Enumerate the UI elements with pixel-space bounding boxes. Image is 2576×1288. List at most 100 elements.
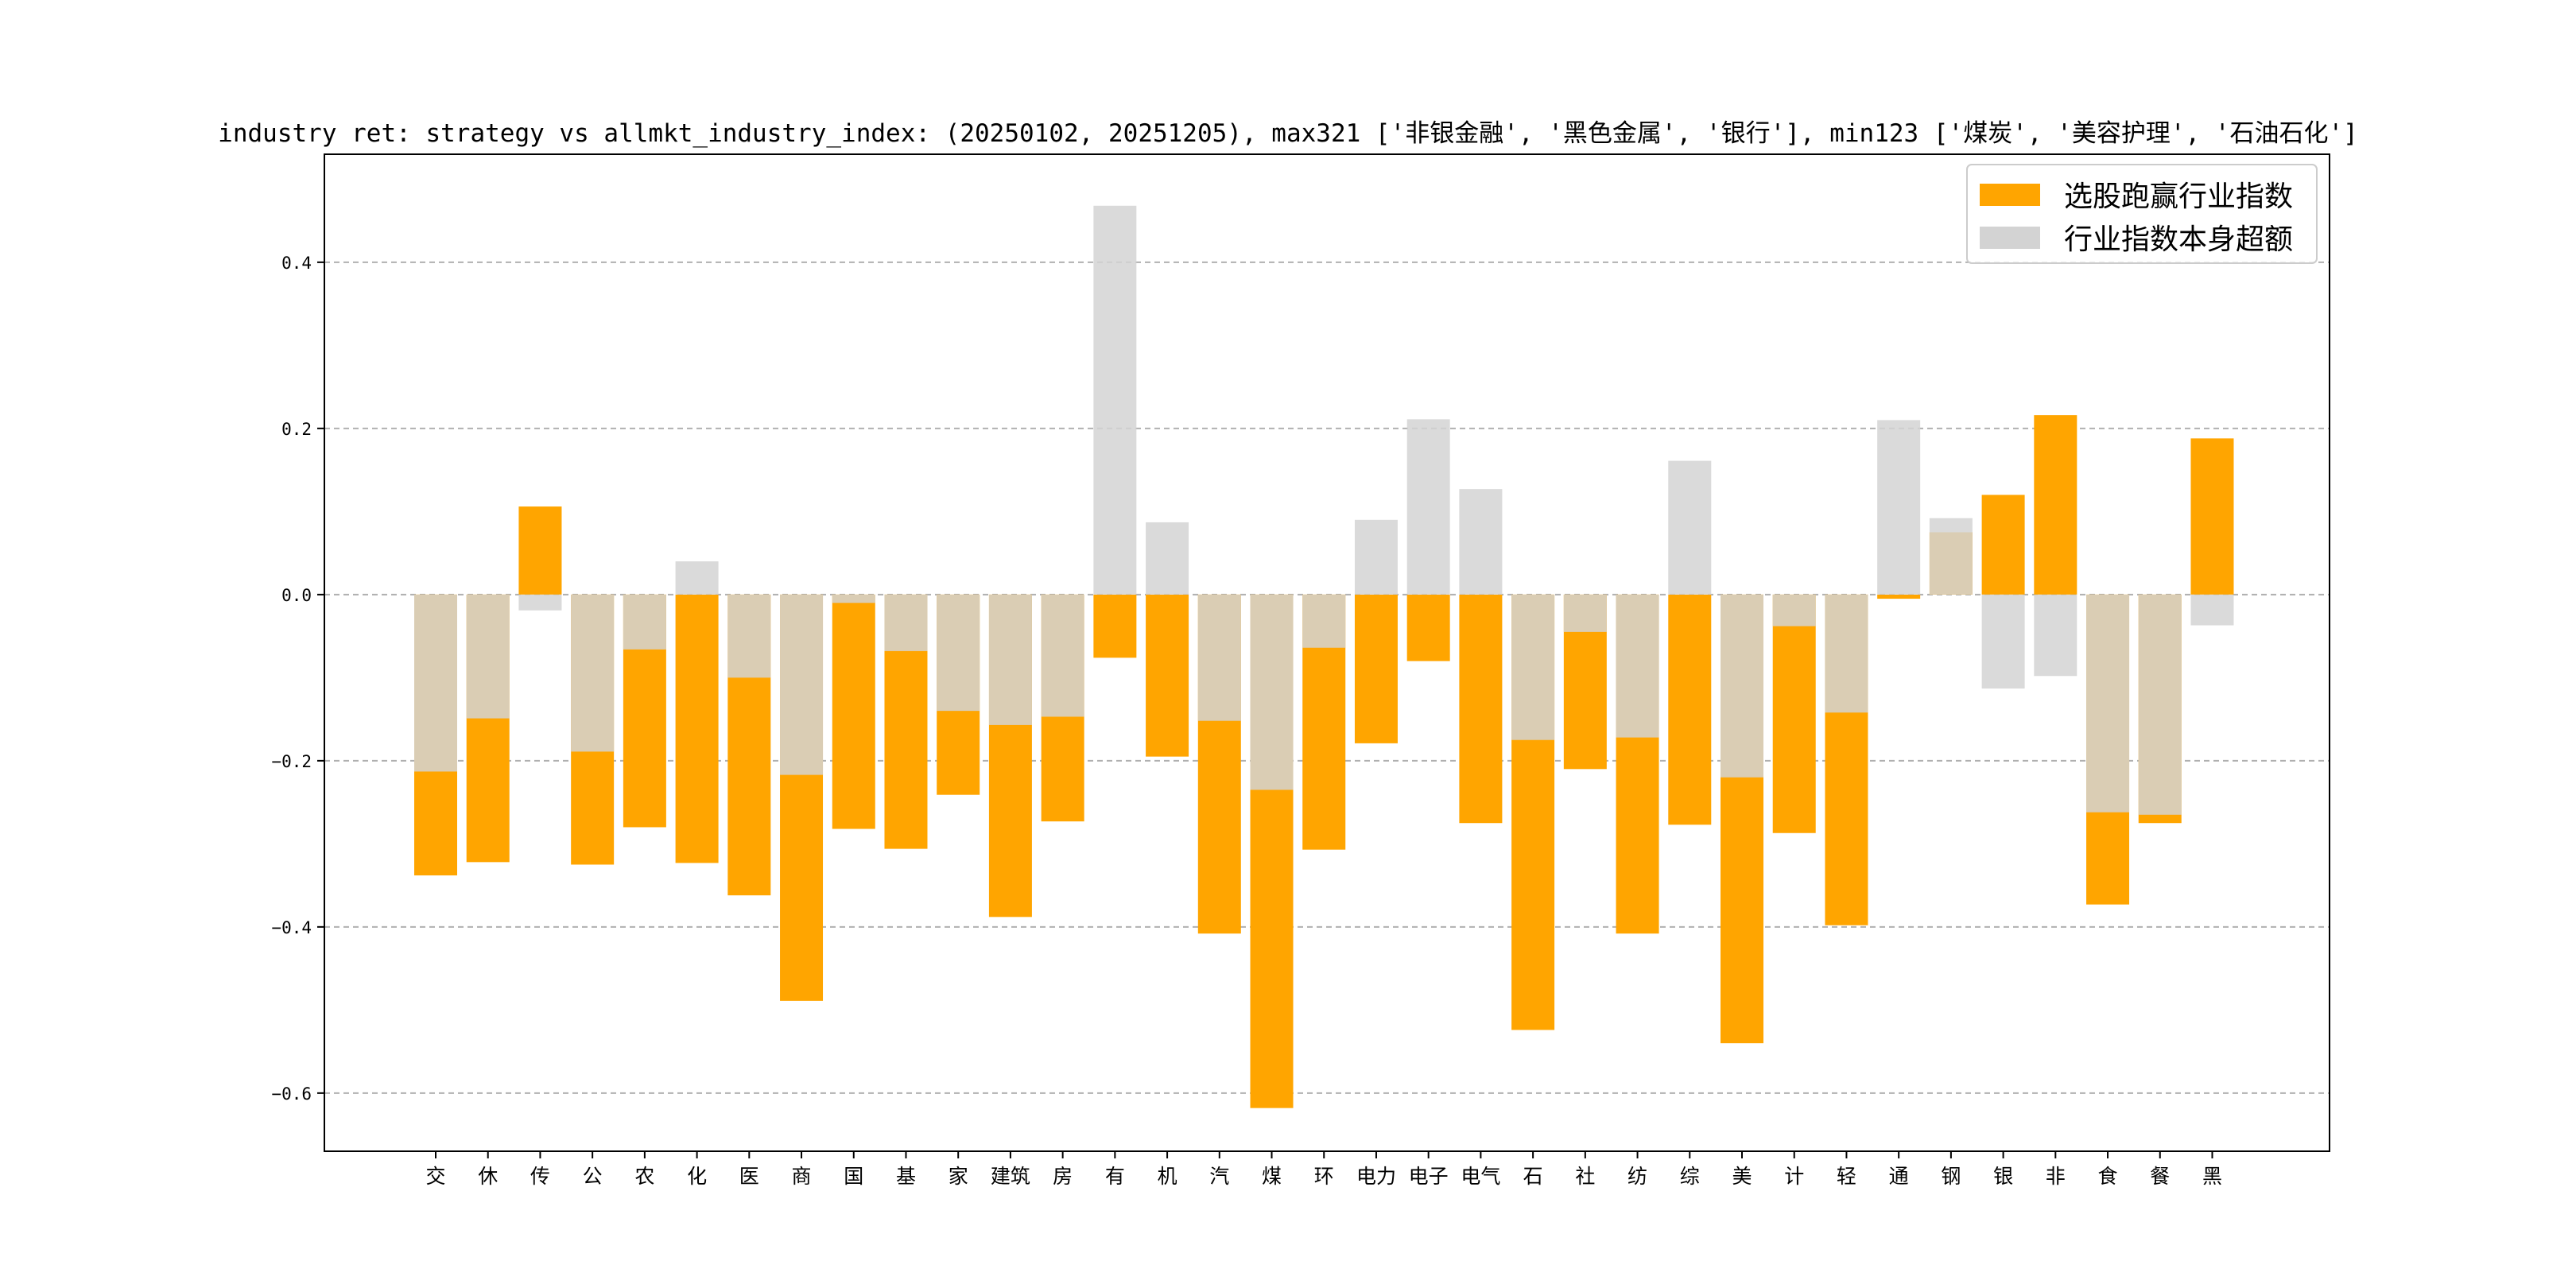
x-tick-label: 环 bbox=[1314, 1165, 1334, 1188]
y-tick-label: 0.4 bbox=[281, 254, 312, 273]
bar-series-1-基 bbox=[884, 594, 928, 651]
x-tick-label: 煤 bbox=[1262, 1165, 1282, 1188]
bar-series-1-环 bbox=[1302, 594, 1346, 648]
legend-label-series-0: 选股跑赢行业指数 bbox=[2064, 180, 2293, 213]
bar-series-1-非 bbox=[2034, 594, 2077, 677]
bar-series-1-公 bbox=[571, 594, 615, 752]
bar-series-1-黑 bbox=[2190, 594, 2234, 626]
x-tick-label: 交 bbox=[425, 1165, 445, 1188]
bar-series-1-机 bbox=[1146, 522, 1189, 595]
plot-frame bbox=[324, 153, 2330, 1152]
x-tick-label: 农 bbox=[634, 1165, 654, 1188]
legend-label-series-1: 行业指数本身超额 bbox=[2064, 223, 2293, 256]
y-tick-label: −0.6 bbox=[271, 1084, 312, 1104]
bar-series-1-煤 bbox=[1250, 594, 1294, 790]
bar-series-1-休 bbox=[466, 594, 510, 719]
bar-series-1-传 bbox=[518, 594, 562, 611]
bar-series-1-美 bbox=[1721, 594, 1763, 778]
x-tick-label: 休 bbox=[478, 1165, 498, 1188]
bar-series-0-机 bbox=[1146, 594, 1189, 757]
bar-series-1-农 bbox=[623, 594, 666, 650]
x-tick-label: 机 bbox=[1158, 1165, 1177, 1188]
x-tick-label: 家 bbox=[949, 1165, 968, 1188]
bar-series-1-计 bbox=[1772, 594, 1816, 627]
bar-series-0-黑 bbox=[2190, 438, 2234, 595]
bar-series-1-餐 bbox=[2138, 594, 2182, 815]
bar-series-1-建筑 bbox=[988, 594, 1032, 725]
x-tick-label: 医 bbox=[739, 1165, 759, 1188]
bar-series-0-电气 bbox=[1459, 594, 1503, 824]
x-tick-label: 化 bbox=[687, 1165, 707, 1188]
legend-box bbox=[1966, 164, 2318, 264]
x-tick-label: 计 bbox=[1784, 1165, 1804, 1188]
bar-series-1-交 bbox=[414, 594, 457, 772]
x-tick-label: 纺 bbox=[1627, 1165, 1647, 1188]
bar-series-0-电子 bbox=[1406, 594, 1450, 661]
bar-series-1-钢 bbox=[1929, 518, 1973, 595]
bar-series-1-家 bbox=[937, 594, 980, 712]
bar-series-1-综 bbox=[1668, 460, 1712, 595]
bar-series-0-有 bbox=[1093, 594, 1137, 658]
x-tick-label: 黑 bbox=[2202, 1165, 2222, 1188]
x-tick-label: 国 bbox=[844, 1165, 863, 1188]
x-tick-label: 综 bbox=[1680, 1165, 1700, 1188]
x-tick-label: 银 bbox=[1993, 1165, 2013, 1188]
legend-swatch-series-1 bbox=[1980, 227, 2040, 249]
x-tick-label: 电力 bbox=[1356, 1165, 1396, 1188]
x-tick-label: 公 bbox=[583, 1165, 603, 1188]
bar-series-1-化 bbox=[675, 561, 719, 595]
bar-series-1-纺 bbox=[1616, 594, 1659, 738]
bar-series-1-石 bbox=[1511, 594, 1555, 740]
bar-series-0-电力 bbox=[1354, 594, 1398, 743]
bar-series-0-综 bbox=[1668, 594, 1712, 825]
y-tick-label: −0.2 bbox=[271, 752, 312, 771]
x-tick-label: 非 bbox=[2046, 1165, 2066, 1188]
bar-series-0-化 bbox=[675, 594, 719, 863]
x-tick-label: 社 bbox=[1575, 1165, 1595, 1188]
y-tick-label: 0.2 bbox=[281, 420, 312, 439]
bar-series-1-通 bbox=[1877, 420, 1921, 595]
legend: 选股跑赢行业指数 行业指数本身超额 bbox=[1966, 164, 2318, 264]
x-tick-label: 商 bbox=[792, 1165, 812, 1188]
bar-series-1-食 bbox=[2086, 594, 2130, 813]
bar-series-1-电力 bbox=[1354, 519, 1398, 595]
bar-series-1-汽 bbox=[1197, 594, 1241, 721]
x-tick-label: 房 bbox=[1053, 1165, 1073, 1188]
x-tick-label: 传 bbox=[530, 1165, 550, 1188]
x-tick-label: 餐 bbox=[2150, 1165, 2170, 1188]
bar-series-0-通 bbox=[1877, 594, 1921, 599]
x-tick-label: 钢 bbox=[1941, 1165, 1961, 1188]
bar-series-1-银 bbox=[1981, 594, 2025, 689]
bar-series-1-电气 bbox=[1459, 489, 1503, 595]
x-tick-label: 电气 bbox=[1461, 1165, 1500, 1188]
x-tick-label: 石 bbox=[1523, 1165, 1543, 1188]
x-tick-label: 电子 bbox=[1409, 1165, 1449, 1188]
bar-series-0-传 bbox=[518, 506, 562, 595]
x-tick-label: 基 bbox=[896, 1165, 916, 1188]
x-axis: 交 休 传 公 农 化 医 商 国 基 家建筑房 有 机 汽 煤 环电力 电子 电气石 社 纺 综 美 计 轻 通 钢 银 非 食 餐 黑 bbox=[425, 1151, 2222, 1188]
x-tick-label: 汽 bbox=[1209, 1165, 1229, 1188]
bar-series-1-商 bbox=[780, 594, 824, 775]
x-tick-label: 美 bbox=[1732, 1165, 1752, 1188]
chart-title: industry ret: strategy vs allmkt_industr… bbox=[218, 119, 2358, 148]
bar-series-1-轻 bbox=[1825, 594, 1868, 713]
bar-series-0-银 bbox=[1981, 495, 2025, 595]
bar-series-1-电子 bbox=[1406, 419, 1450, 595]
x-tick-label: 通 bbox=[1889, 1165, 1909, 1188]
legend-swatch-series-0 bbox=[1980, 184, 2040, 206]
bar-series-1-国 bbox=[832, 594, 875, 603]
x-tick-label: 轻 bbox=[1837, 1165, 1856, 1188]
y-tick-label: −0.4 bbox=[271, 918, 312, 937]
y-tick-label: 0.0 bbox=[281, 586, 312, 605]
x-tick-label: 建筑 bbox=[991, 1165, 1030, 1188]
y-axis: 0.4 0.2 0.0 −0.2 −0.4 −0.6 bbox=[271, 254, 324, 1104]
bar-series-0-国 bbox=[832, 594, 875, 829]
bars bbox=[414, 205, 2234, 1108]
bar-series-1-医 bbox=[727, 594, 771, 678]
x-tick-label: 有 bbox=[1105, 1165, 1125, 1188]
bar-series-0-非 bbox=[2034, 415, 2077, 595]
bar-series-1-社 bbox=[1563, 594, 1607, 632]
bar-series-0-计 bbox=[1772, 594, 1816, 833]
bar-series-1-房 bbox=[1041, 594, 1084, 717]
